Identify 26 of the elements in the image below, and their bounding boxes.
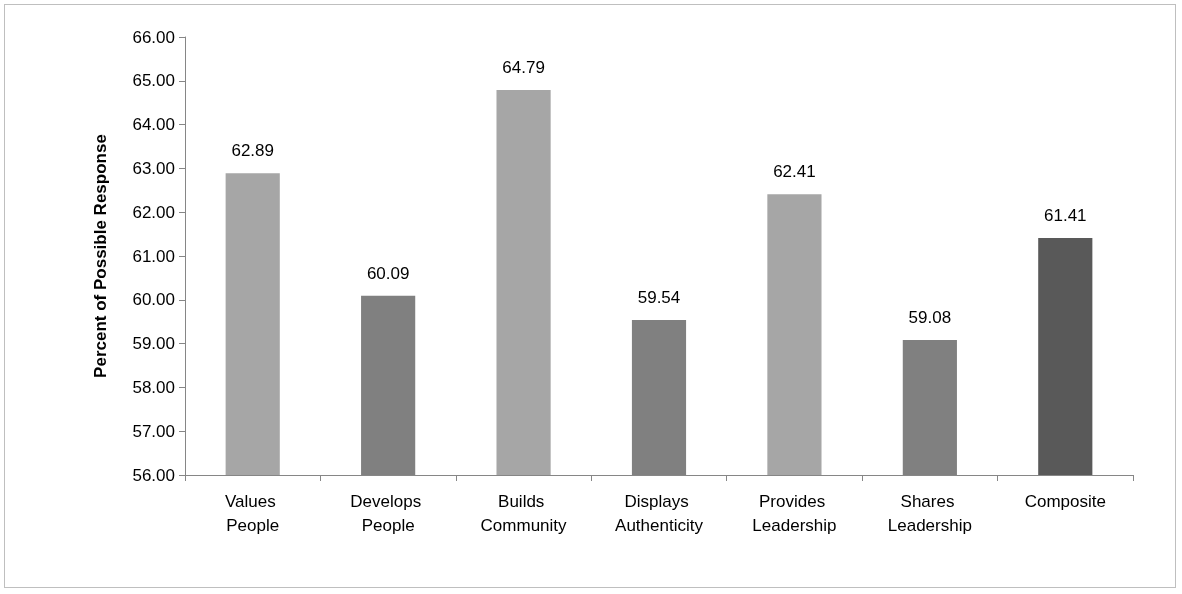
y-tick-label: 58.00 — [132, 377, 175, 397]
x-tick-label: Builds Community — [480, 491, 568, 535]
x-tick-label: Composite — [1024, 491, 1106, 511]
x-tick-label: Displays Authenticity — [615, 491, 704, 535]
y-tick-label: 56.00 — [132, 465, 175, 485]
y-tick-label: 64.00 — [132, 115, 175, 135]
y-axis-title: Percent of Possible Response — [91, 134, 110, 378]
data-label: 59.54 — [637, 287, 681, 307]
y-tick-label: 60.00 — [132, 290, 175, 310]
data-label: 64.79 — [502, 58, 545, 77]
data-label: 61.41 — [1044, 206, 1087, 226]
x-tick-label: Provides Leadership — [752, 491, 837, 535]
y-tick-label: 57.00 — [132, 421, 175, 441]
data-label: 62.41 — [773, 162, 816, 182]
y-tick-label: 59.00 — [132, 334, 175, 354]
x-tick-label: Shares Leadership — [887, 491, 972, 535]
y-tick-label: 62.00 — [132, 202, 175, 222]
y-tick-label: 61.00 — [132, 246, 175, 266]
y-tick-label: 65.00 — [132, 71, 175, 91]
x-tick-label: Develops People — [350, 491, 426, 535]
data-label: 59.08 — [908, 308, 952, 328]
y-tick-label: 66.00 — [132, 27, 175, 47]
data-label: 62.89 — [231, 141, 274, 161]
data-label: 60.09 — [366, 263, 410, 283]
x-tick-label: Values People — [224, 491, 281, 535]
y-tick-label: 63.00 — [132, 158, 175, 178]
